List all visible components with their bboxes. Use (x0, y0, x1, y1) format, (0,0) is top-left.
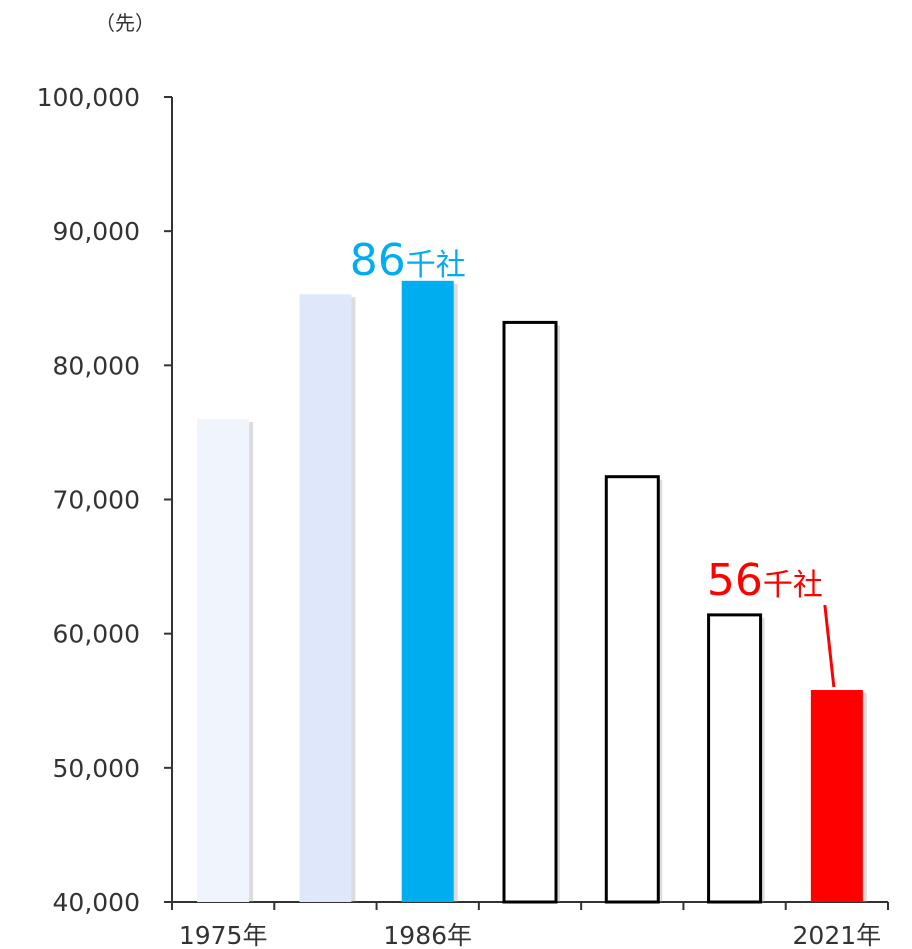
y-tick-label: 90,000 (53, 217, 140, 246)
bar (810, 690, 863, 902)
bars (197, 280, 867, 904)
y-tick-label: 70,000 (53, 486, 140, 515)
bar (604, 475, 660, 904)
x-axis: 1975年 1986年 2021年 (171, 901, 889, 949)
annotation-leader-line (823, 604, 836, 688)
y-tick-label: 40,000 (53, 888, 140, 917)
y-tick-label: 80,000 (53, 351, 140, 380)
annotation-number: 56 (707, 555, 763, 606)
bar (707, 613, 763, 904)
annotation-number: 86 (350, 235, 406, 286)
bar (401, 280, 454, 902)
x-tick-label: 2021年 (793, 921, 882, 949)
annotation-label: 86千社 (350, 235, 466, 286)
unit-label: （先） (95, 11, 155, 35)
y-axis: 40,000 50,000 60,000 70,000 80,000 90,000 100,… (37, 83, 173, 917)
y-tick-label: 60,000 (53, 620, 140, 649)
y-tick-label: 100,000 (37, 83, 140, 112)
annotation-label: 56千社 (707, 555, 823, 606)
annotation-suffix: 千社 (763, 568, 823, 603)
y-tick-label: 50,000 (53, 754, 140, 783)
x-tick-label: 1975年 (179, 921, 268, 949)
bar (197, 419, 250, 902)
x-tick-label: 1986年 (383, 921, 472, 949)
bar (299, 294, 352, 903)
bar (502, 320, 558, 904)
annotation-suffix: 千社 (406, 248, 466, 283)
